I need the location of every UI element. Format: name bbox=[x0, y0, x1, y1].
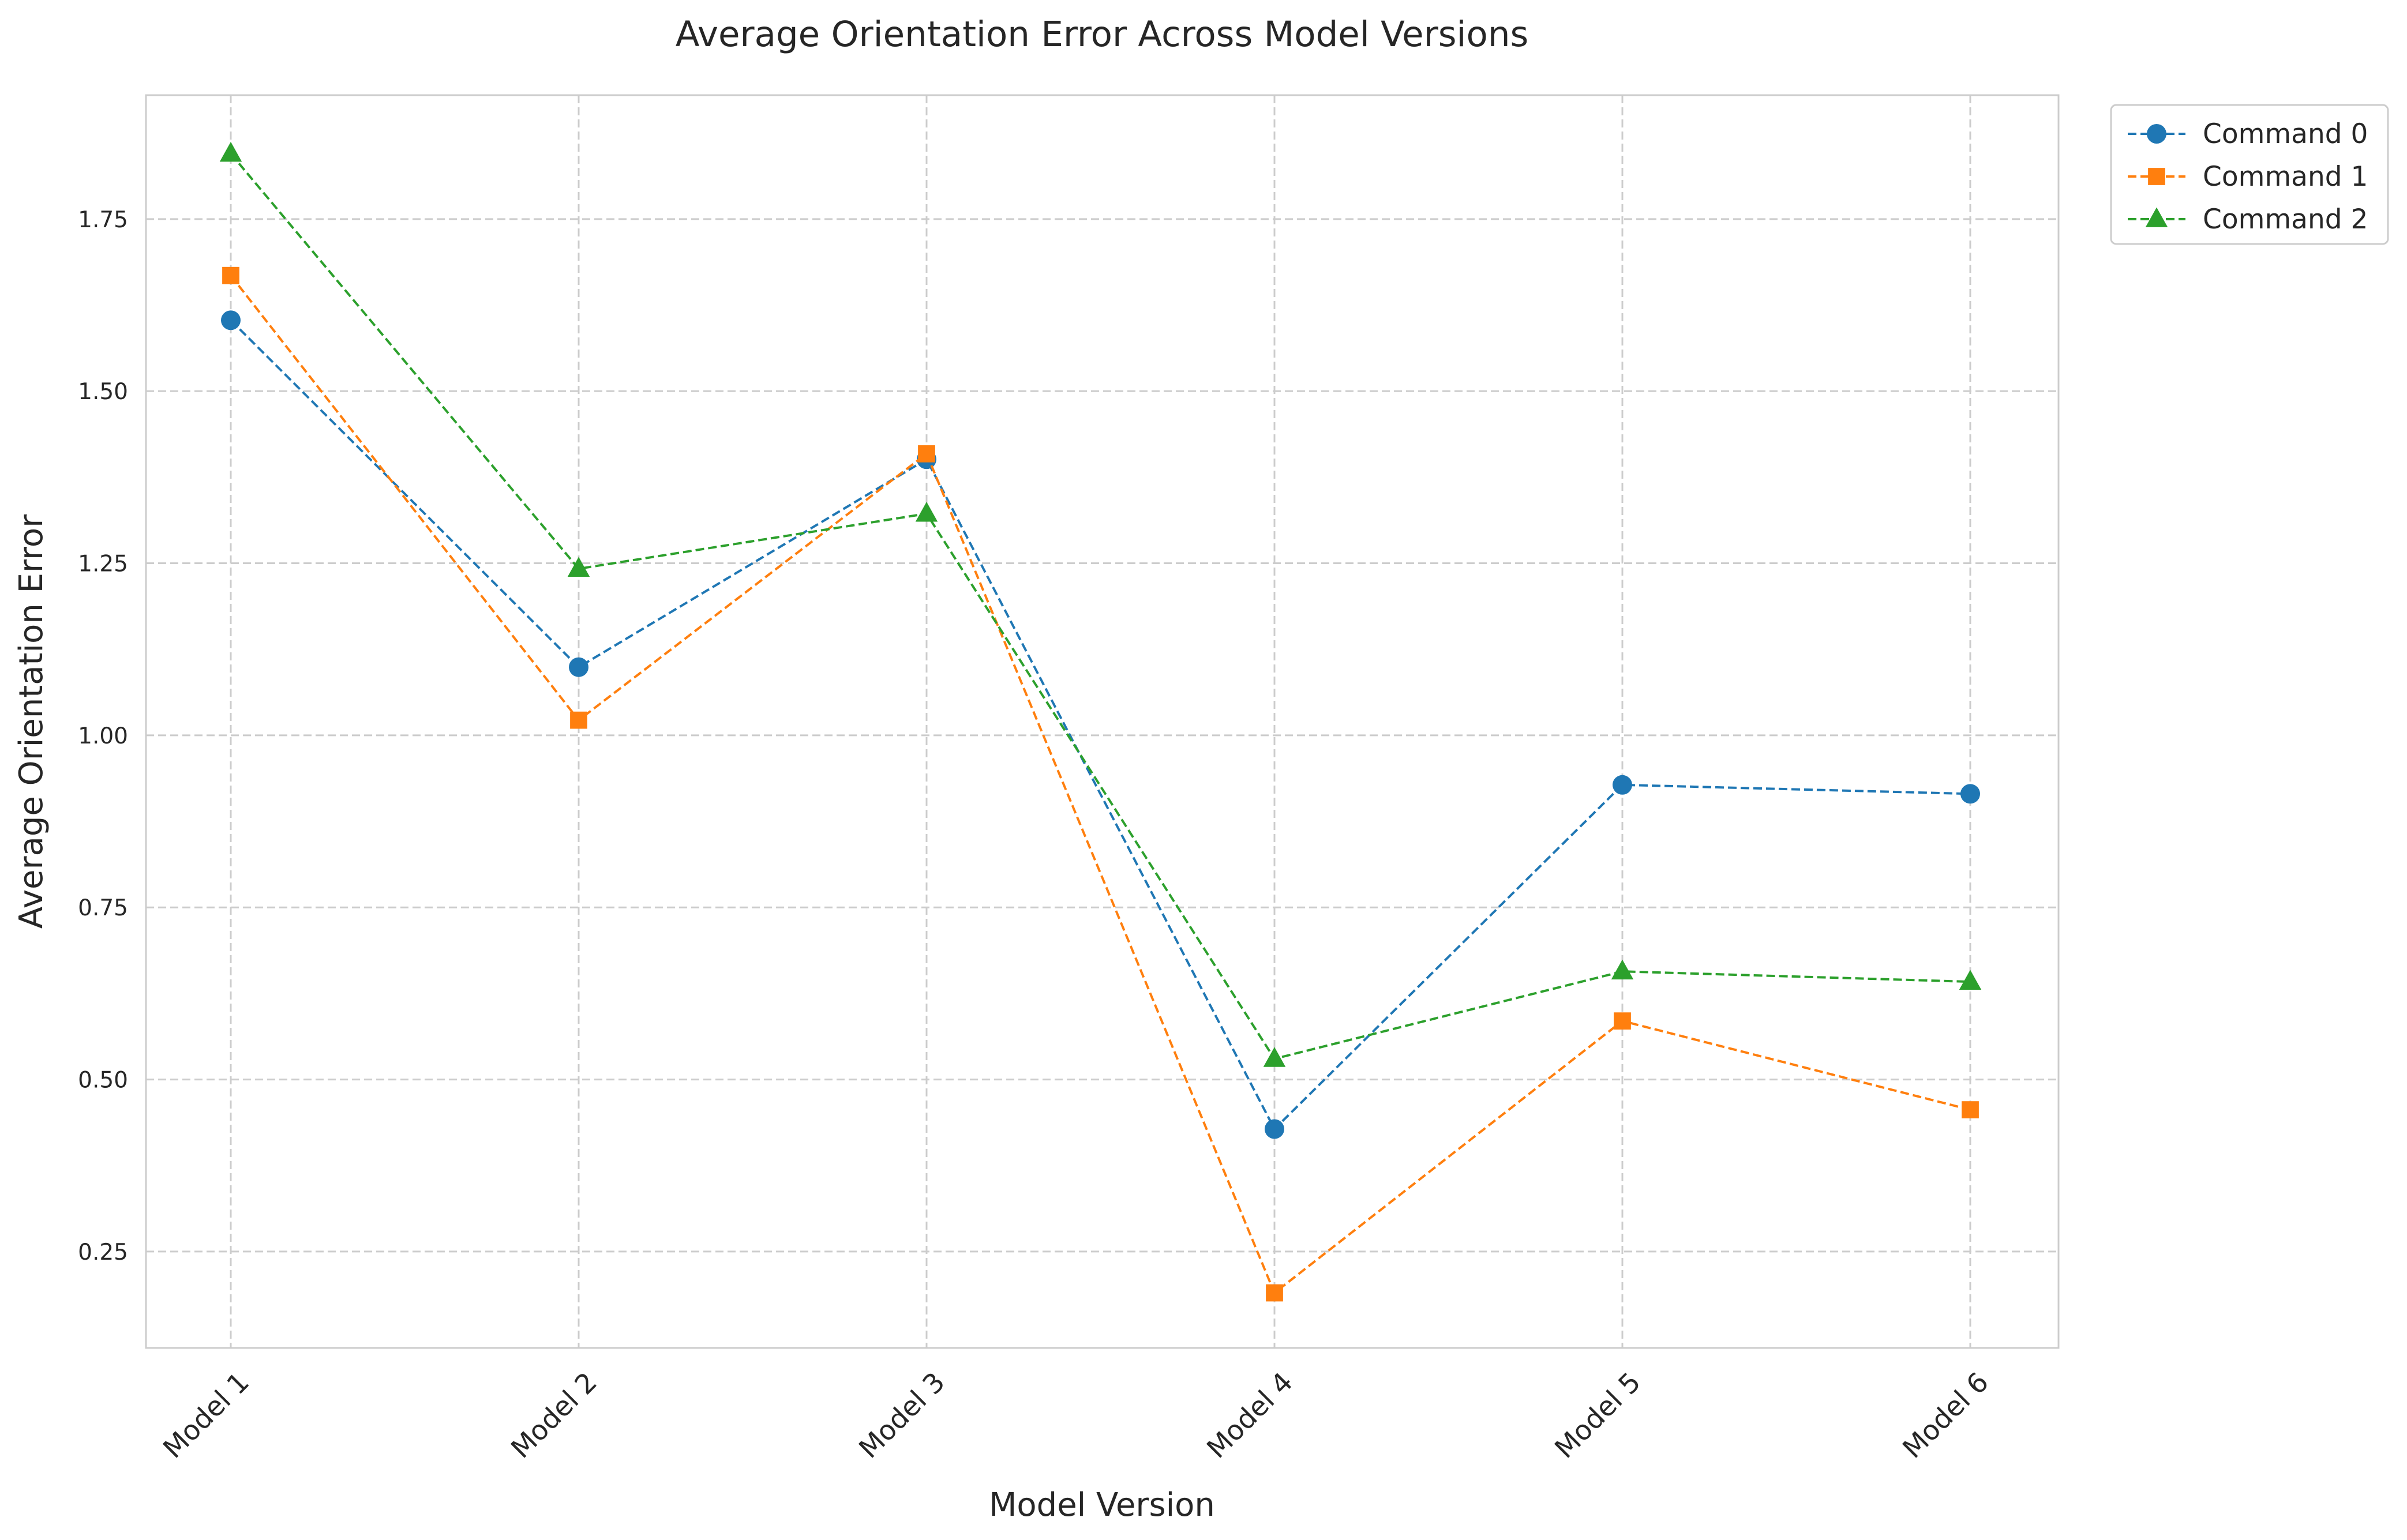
command-0-line bbox=[230, 319, 1971, 1131]
x-tick-label: Model 2 bbox=[505, 1366, 603, 1464]
command-0-point bbox=[1613, 775, 1632, 795]
command-2-series bbox=[219, 141, 1982, 1067]
x-axis-label: Model Version bbox=[989, 1486, 1215, 1524]
legend: Command 0 Command 1 Command 2 bbox=[2110, 104, 2389, 245]
command-2-point bbox=[1611, 959, 1634, 980]
legend-box bbox=[2110, 104, 2389, 245]
command-2-point bbox=[1263, 1047, 1286, 1067]
x-tick-label: Model 4 bbox=[1201, 1366, 1299, 1464]
command-1-point bbox=[1266, 1284, 1283, 1302]
y-tick-label: 1.75 bbox=[78, 207, 128, 233]
y-tick-label: 0.25 bbox=[78, 1239, 128, 1265]
y-tick-label: 1.00 bbox=[78, 723, 128, 749]
command-0-point bbox=[1960, 784, 1980, 804]
command-0-point bbox=[569, 657, 588, 677]
series-layer bbox=[219, 141, 1982, 1302]
command-1-point bbox=[570, 711, 587, 729]
y-axis-label: Average Orientation Error bbox=[13, 514, 50, 929]
command-1-point bbox=[1614, 1012, 1631, 1030]
x-tick-label: Model 3 bbox=[853, 1366, 951, 1464]
grid bbox=[146, 95, 2059, 1348]
command-2-point bbox=[567, 557, 590, 577]
command-1-line bbox=[230, 275, 1971, 1295]
command-2-point bbox=[219, 141, 242, 162]
y-tick-label: 0.75 bbox=[78, 895, 128, 921]
command-1-point bbox=[1962, 1101, 1979, 1118]
command-1-point bbox=[918, 445, 935, 463]
command-0-series bbox=[221, 310, 1980, 1139]
plot-area-frame bbox=[145, 94, 2060, 1349]
legend-label: Command 2 bbox=[2203, 204, 2368, 235]
y-tick-label: 1.25 bbox=[78, 551, 128, 577]
legend-item-command-0: Command 0 bbox=[2128, 118, 2368, 150]
y-tick-label: 1.50 bbox=[78, 379, 128, 405]
command-2-point bbox=[915, 502, 938, 522]
command-0-point bbox=[221, 310, 241, 330]
legend-label: Command 0 bbox=[2203, 118, 2368, 150]
y-tick-label: 0.50 bbox=[78, 1068, 128, 1094]
x-axis-ticks: Model 1 Model 2 Model 3 Model 4 Model 5 Model… bbox=[157, 1366, 1994, 1464]
legend-marker bbox=[2145, 207, 2168, 227]
y-axis-ticks: 0.25 0.50 0.75 1.00 1.25 1.50 1.75 bbox=[78, 207, 128, 1265]
legend-marker bbox=[2147, 124, 2166, 144]
command-0-point bbox=[1265, 1119, 1284, 1139]
x-tick-label: Model 5 bbox=[1549, 1366, 1647, 1464]
legend-marker bbox=[2148, 168, 2165, 185]
legend-label: Command 1 bbox=[2203, 161, 2368, 193]
command-1-series bbox=[222, 266, 1979, 1302]
x-tick-label: Model 1 bbox=[157, 1366, 255, 1464]
x-tick-label: Model 6 bbox=[1896, 1366, 1994, 1464]
chart-title: Average Orientation Error Across Model V… bbox=[676, 14, 1529, 55]
command-2-line bbox=[230, 153, 1971, 1061]
legend-item-command-1: Command 1 bbox=[2128, 161, 2368, 193]
command-1-point bbox=[222, 266, 239, 284]
legend-item-command-2: Command 2 bbox=[2128, 204, 2368, 235]
command-2-point bbox=[1959, 970, 1982, 990]
